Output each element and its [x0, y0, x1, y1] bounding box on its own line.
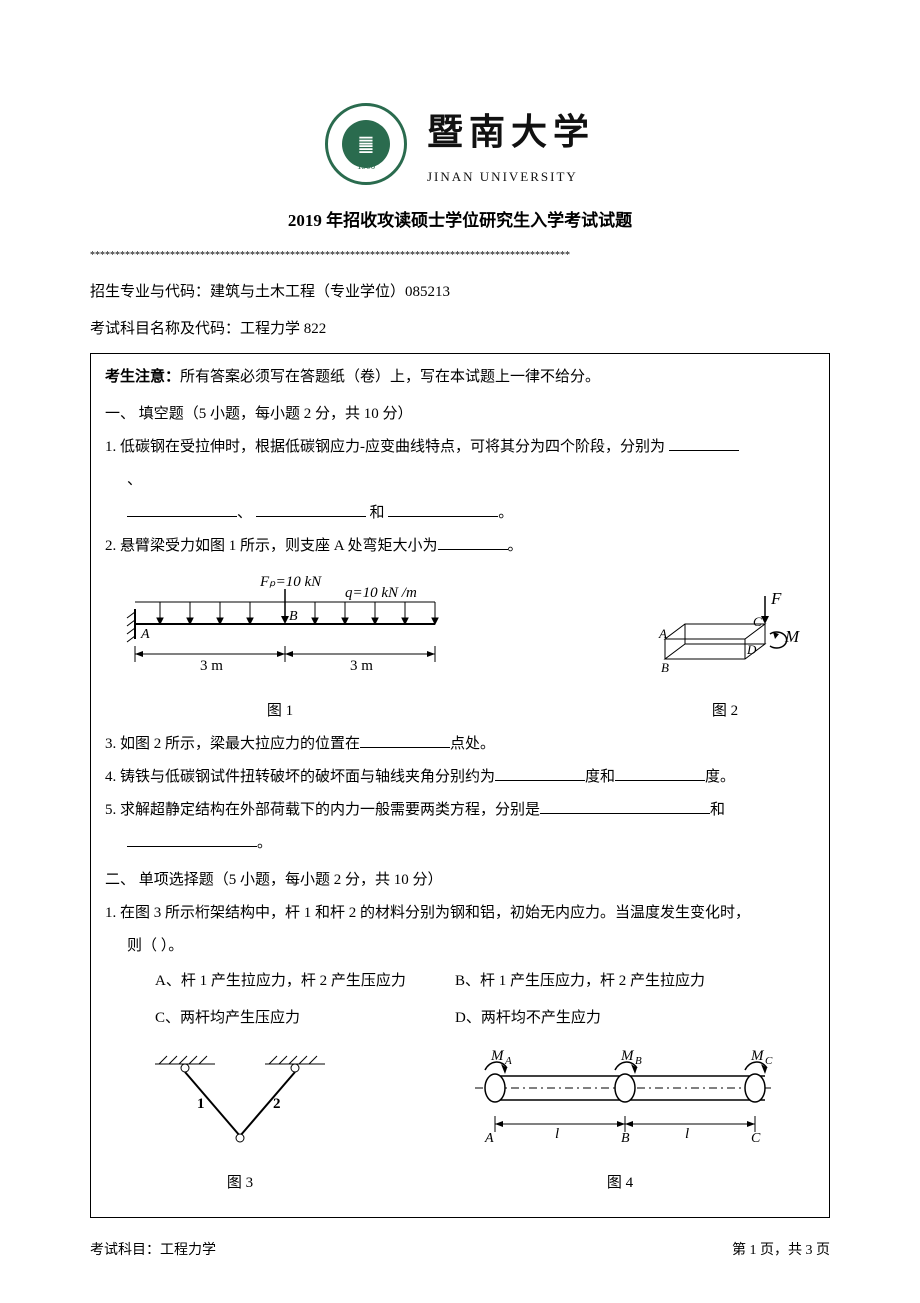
blank — [256, 500, 366, 517]
svg-text:1: 1 — [197, 1096, 205, 1112]
svg-text:B: B — [635, 1055, 642, 1067]
text: 点处。 — [450, 736, 495, 752]
figure-3: 1 2 图 3 — [145, 1046, 335, 1197]
figure-row-1: Fₚ=10 kN q=10 kN /m A B — [105, 574, 815, 725]
fig1-fp-label: Fₚ=10 kN — [259, 574, 322, 590]
footer-right: 第 1 页，共 3 页 — [732, 1238, 830, 1263]
svg-text:M: M — [750, 1048, 765, 1064]
figure-3-svg: 1 2 — [145, 1046, 335, 1156]
figure-2-svg: F M A C D B — [635, 584, 815, 684]
blank — [495, 764, 585, 781]
period: 。 — [508, 538, 523, 554]
option-c: C、两杆均产生压应力 — [155, 1005, 455, 1032]
notice-label: 考生注意： — [105, 369, 180, 385]
choice-q1-sub: 则（ ）。 — [127, 933, 815, 960]
svg-text:C: C — [753, 614, 762, 629]
university-name-block: 暨南大学 JINAN UNIVERSITY — [427, 100, 595, 188]
svg-text:3 m: 3 m — [200, 658, 223, 674]
svg-text:l: l — [685, 1126, 689, 1142]
fig3-caption: 图 3 — [145, 1170, 335, 1197]
fill-q5-line2: 。 — [127, 830, 815, 857]
svg-text:C: C — [751, 1131, 761, 1146]
fill-q4-text: 4. 铸铁与低碳钢试件扭转破坏的破坏面与轴线夹角分别约为 — [105, 769, 495, 785]
notice-text: 所有答案必须写在答题纸（卷）上，写在本试题上一律不给分。 — [180, 369, 600, 385]
seal-year: 1906 — [357, 158, 375, 174]
svg-text:M: M — [490, 1048, 505, 1064]
notice: 考生注意：所有答案必须写在答题纸（卷）上，写在本试题上一律不给分。 — [105, 364, 815, 391]
figure-4-svg: MA MB MC A l B l C — [455, 1046, 785, 1156]
university-name-cn: 暨南大学 — [427, 100, 595, 165]
svg-text:A: A — [484, 1131, 494, 1146]
svg-text:A: A — [140, 627, 150, 642]
blank — [615, 764, 705, 781]
text: 和 — [710, 802, 725, 818]
footer-left: 考试科目：工程力学 — [90, 1238, 216, 1263]
svg-text:B: B — [289, 609, 298, 624]
university-name-en: JINAN UNIVERSITY — [427, 165, 578, 188]
option-b: B、杆 1 产生压应力，杆 2 产生拉应力 — [455, 968, 755, 995]
svg-text:M: M — [620, 1048, 635, 1064]
and: 和 — [370, 505, 389, 521]
header-logo-row: ䷀ 1906 暨南大学 JINAN UNIVERSITY — [90, 100, 830, 188]
fig4-caption: 图 4 — [455, 1170, 785, 1197]
sep: 、 — [237, 505, 252, 521]
fill-q4: 4. 铸铁与低碳钢试件扭转破坏的破坏面与轴线夹角分别约为 度和 度。 — [105, 764, 815, 791]
svg-text:2: 2 — [273, 1096, 281, 1112]
fill-q1-text: 1. 低碳钢在受拉伸时，根据低碳钢应力-应变曲线特点，可将其分为四个阶段，分别为 — [105, 439, 669, 455]
text: 。 — [257, 835, 272, 851]
svg-text:B: B — [621, 1131, 630, 1146]
svg-text:A: A — [658, 626, 667, 641]
svg-text:B: B — [661, 660, 669, 675]
choice-q1: 1. 在图 3 所示桁架结构中，杆 1 和杆 2 的材料分别为钢和铝，初始无内应… — [105, 900, 815, 927]
section-choice-head: 二、 单项选择题（5 小题，每小题 2 分，共 10 分） — [105, 867, 815, 894]
page-footer: 考试科目：工程力学 第 1 页，共 3 页 — [90, 1238, 830, 1263]
fill-q5-text: 5. 求解超静定结构在外部荷载下的内力一般需要两类方程，分别是 — [105, 802, 540, 818]
option-d: D、两杆均不产生应力 — [455, 1005, 755, 1032]
period: 。 — [498, 505, 513, 521]
university-seal: ䷀ 1906 — [325, 103, 407, 185]
blank — [360, 731, 450, 748]
svg-text:F: F — [770, 589, 782, 608]
fig1-caption: 图 1 — [105, 698, 455, 725]
fill-q3: 3. 如图 2 所示，梁最大拉应力的位置在 点处。 — [105, 731, 815, 758]
text: 度和 — [585, 769, 615, 785]
blank — [127, 500, 237, 517]
fill-q1-line2: 、 和 。 — [127, 500, 815, 527]
choice-q1-options: A、杆 1 产生拉应力，杆 2 产生压应力 B、杆 1 产生压应力，杆 2 产生… — [155, 968, 815, 1032]
blank — [438, 533, 508, 550]
text: 度。 — [705, 769, 735, 785]
svg-text:A: A — [504, 1055, 512, 1067]
fill-q3-text: 3. 如图 2 所示，梁最大拉应力的位置在 — [105, 736, 360, 752]
fill-q5: 5. 求解超静定结构在外部荷载下的内力一般需要两类方程，分别是 和 — [105, 797, 815, 824]
meta-subject: 考试科目名称及代码：工程力学 822 — [90, 316, 830, 343]
section-fill-head: 一、 填空题（5 小题，每小题 2 分，共 10 分） — [105, 401, 815, 428]
figure-1-svg: Fₚ=10 kN q=10 kN /m A B — [105, 574, 455, 684]
fig2-caption: 图 2 — [635, 698, 815, 725]
figure-4: MA MB MC A l B l C 图 4 — [455, 1046, 785, 1197]
meta-major: 招生专业与代码：建筑与土木工程（专业学位）085213 — [90, 279, 830, 306]
blank — [540, 797, 710, 814]
option-a: A、杆 1 产生拉应力，杆 2 产生压应力 — [155, 968, 455, 995]
fill-q1: 1. 低碳钢在受拉伸时，根据低碳钢应力-应变曲线特点，可将其分为四个阶段，分别为 — [105, 434, 815, 461]
figure-row-2: 1 2 图 3 — [105, 1046, 815, 1197]
figure-1: Fₚ=10 kN q=10 kN /m A B — [105, 574, 455, 725]
svg-text:C: C — [765, 1055, 773, 1067]
exam-title: 2019 年招收攻读硕士学位研究生入学考试试题 — [90, 206, 830, 237]
svg-text:3 m: 3 m — [350, 658, 373, 674]
blank — [127, 830, 257, 847]
divider-stars: ****************************************… — [90, 247, 830, 265]
svg-text:M: M — [784, 627, 800, 646]
fig1-q-label: q=10 kN /m — [345, 585, 417, 601]
svg-text:l: l — [555, 1126, 559, 1142]
figure-2: F M A C D B 图 2 — [635, 584, 815, 725]
fill-q2: 2. 悬臂梁受力如图 1 所示，则支座 A 处弯矩大小为 。 — [105, 533, 815, 560]
svg-text:D: D — [746, 642, 757, 657]
blank — [388, 500, 498, 517]
content-box: 考生注意：所有答案必须写在答题纸（卷）上，写在本试题上一律不给分。 一、 填空题… — [90, 353, 830, 1218]
fill-q2-text: 2. 悬臂梁受力如图 1 所示，则支座 A 处弯矩大小为 — [105, 538, 438, 554]
blank — [669, 434, 739, 451]
fill-q1-sep: 、 — [127, 467, 815, 494]
